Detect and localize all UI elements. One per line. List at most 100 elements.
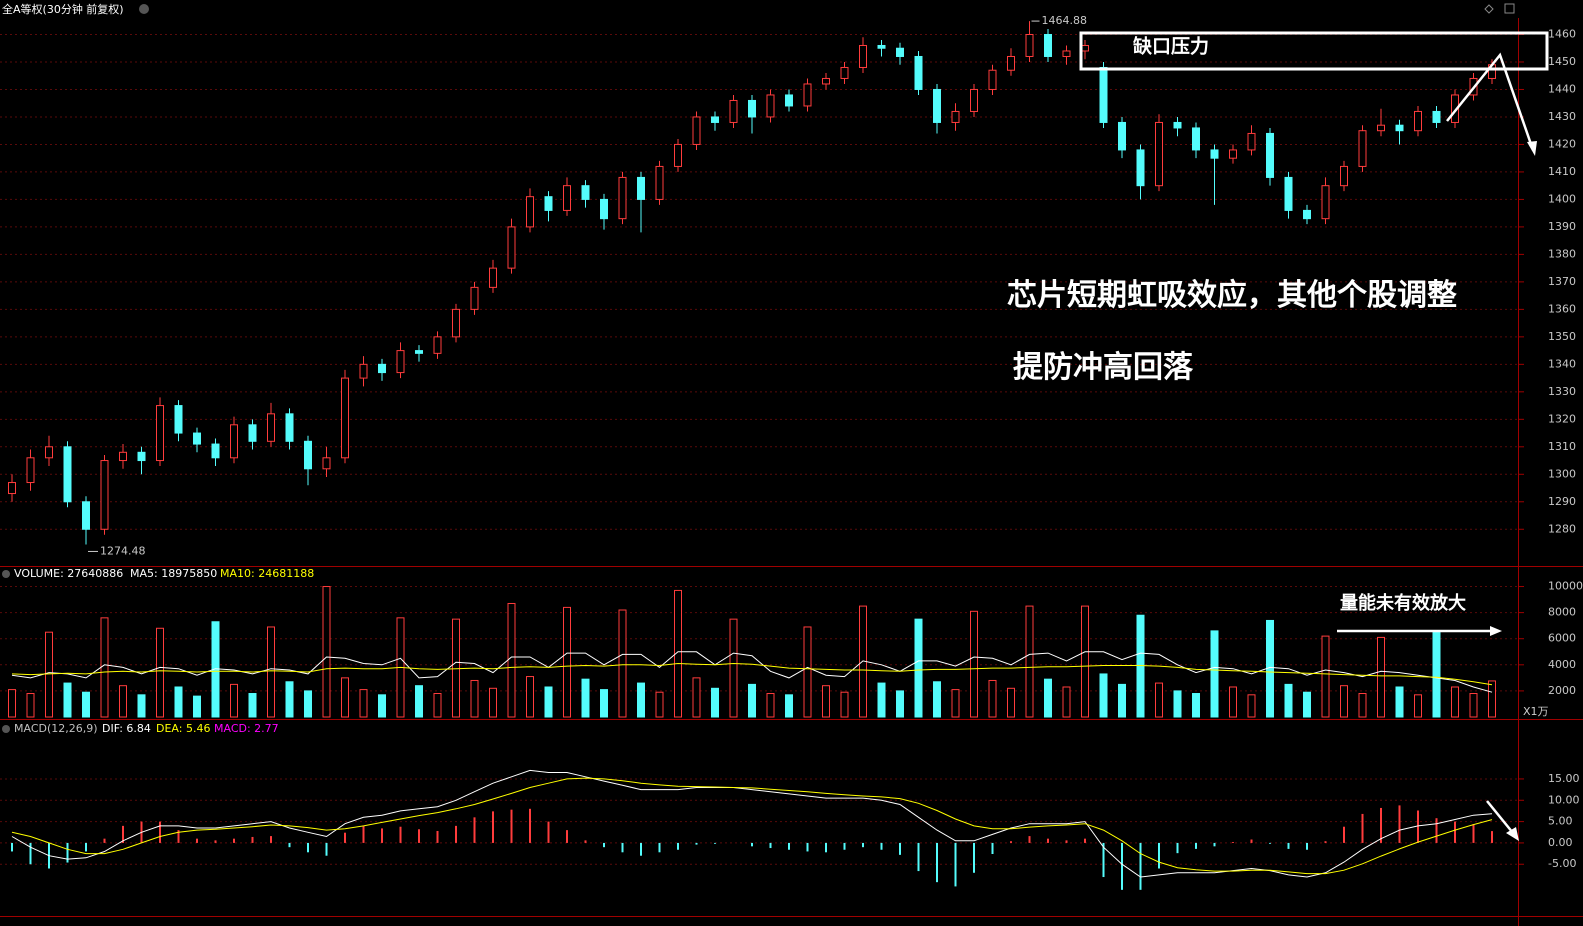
y-tick-label: 1410 xyxy=(1548,165,1576,178)
candle-body xyxy=(1414,110,1422,132)
y-tick-label: 1400 xyxy=(1548,192,1576,205)
candle-body xyxy=(1303,209,1311,220)
volume-bar xyxy=(341,677,349,718)
candle-body xyxy=(618,176,627,220)
arrow xyxy=(1486,800,1514,834)
volume-bar xyxy=(692,677,701,718)
candle-body xyxy=(951,110,960,123)
volume-bar xyxy=(1118,683,1126,718)
icon-diamond[interactable] xyxy=(1484,4,1494,14)
y-tick-label: 1430 xyxy=(1548,110,1576,123)
volume-bar xyxy=(304,690,312,718)
candle-body xyxy=(63,446,72,503)
volume-bar xyxy=(1081,605,1089,718)
candle-body xyxy=(507,226,516,269)
y-tick-label: 1460 xyxy=(1548,27,1576,40)
candle-body xyxy=(1377,124,1385,132)
volume-bar xyxy=(507,602,516,718)
candle-body xyxy=(563,185,571,211)
candle-body xyxy=(1284,176,1293,211)
menu-icon[interactable] xyxy=(2,725,10,733)
volume-bar xyxy=(544,686,553,718)
volume-bar xyxy=(988,679,997,718)
volume-bar xyxy=(711,687,719,718)
volume-bar xyxy=(1229,686,1237,718)
y-tick-label: 1380 xyxy=(1548,247,1576,260)
volume-bar xyxy=(1173,690,1182,718)
line xyxy=(11,662,1493,686)
volume-bar xyxy=(100,617,109,718)
candle-body xyxy=(914,55,923,90)
candle-body xyxy=(1136,149,1145,187)
candle-body xyxy=(433,336,442,354)
candle-body xyxy=(600,198,608,220)
annotation: 量能未有效放大 xyxy=(1340,592,1466,613)
volume-bar xyxy=(8,689,16,718)
legend-entry: DIF: 6.84 xyxy=(102,722,151,735)
menu-icon[interactable] xyxy=(2,570,10,578)
candle-body xyxy=(655,165,664,200)
y-tick-label: 1360 xyxy=(1548,302,1576,315)
candle-body xyxy=(1340,165,1348,187)
y-tick-label: 0.00 xyxy=(1548,836,1573,849)
candle-body xyxy=(988,69,997,90)
candle-body xyxy=(1173,121,1182,129)
volume-bar xyxy=(63,682,72,718)
volume-bar xyxy=(970,610,978,718)
volume-bar xyxy=(378,694,386,718)
volume-bar xyxy=(1451,686,1459,718)
volume-bar xyxy=(1136,614,1145,718)
gap-box xyxy=(1079,31,1549,71)
volume-bar xyxy=(1044,678,1052,718)
volume-bar xyxy=(433,693,442,718)
volume-bar xyxy=(1414,694,1422,718)
volume-bar xyxy=(1303,691,1311,718)
candle-body xyxy=(859,44,867,68)
candle-body xyxy=(8,482,16,495)
candle-body xyxy=(766,94,775,118)
menu-icon[interactable] xyxy=(139,4,149,14)
volume-bar xyxy=(618,609,627,718)
candle-body xyxy=(119,451,127,462)
icon-window[interactable] xyxy=(1504,3,1515,14)
legend-entry: DEA: 5.46 xyxy=(156,722,210,735)
candle-body xyxy=(1358,130,1367,167)
arrow-head xyxy=(1506,827,1519,841)
volume-bar xyxy=(1007,687,1015,718)
volume-bar xyxy=(1155,682,1163,718)
plot: 1280 1290 1300 1310 1320 1330 1340 1350 1360 1370… xyxy=(0,14,1583,890)
candle-body xyxy=(1099,66,1108,123)
volume-bar xyxy=(1247,694,1256,718)
candle-body xyxy=(137,451,146,462)
candle-body xyxy=(359,363,368,379)
y-tick-label: 1310 xyxy=(1548,440,1576,453)
volume-bar xyxy=(729,618,738,718)
candle-body xyxy=(1025,33,1034,57)
candle-body xyxy=(1007,55,1015,71)
candle-body xyxy=(1229,149,1237,159)
volume-bar xyxy=(156,627,164,718)
volume-bar xyxy=(877,682,886,718)
candle-body xyxy=(415,350,423,354)
candle-body xyxy=(877,44,886,49)
candle-body xyxy=(1247,132,1256,151)
candle-body xyxy=(341,377,349,459)
volume-bar xyxy=(1469,693,1478,718)
y-tick-label: 6000 xyxy=(1548,632,1576,645)
candle-body xyxy=(285,413,294,442)
candle-body xyxy=(1062,50,1071,57)
frame xyxy=(0,18,1583,926)
candle-body xyxy=(489,267,497,288)
candle-body xyxy=(896,47,904,57)
volume-bar xyxy=(248,693,257,718)
volume-bar xyxy=(45,631,53,718)
candle-body xyxy=(1044,33,1052,57)
candle-body xyxy=(729,99,738,123)
volume-bar xyxy=(1192,693,1200,718)
candle-body xyxy=(785,94,793,107)
volume-bar xyxy=(1358,693,1367,718)
volume-bar xyxy=(637,682,645,718)
chart-title: 全A等权(30分钟 前复权) xyxy=(2,2,124,16)
y-tick-label: 1320 xyxy=(1548,412,1576,425)
